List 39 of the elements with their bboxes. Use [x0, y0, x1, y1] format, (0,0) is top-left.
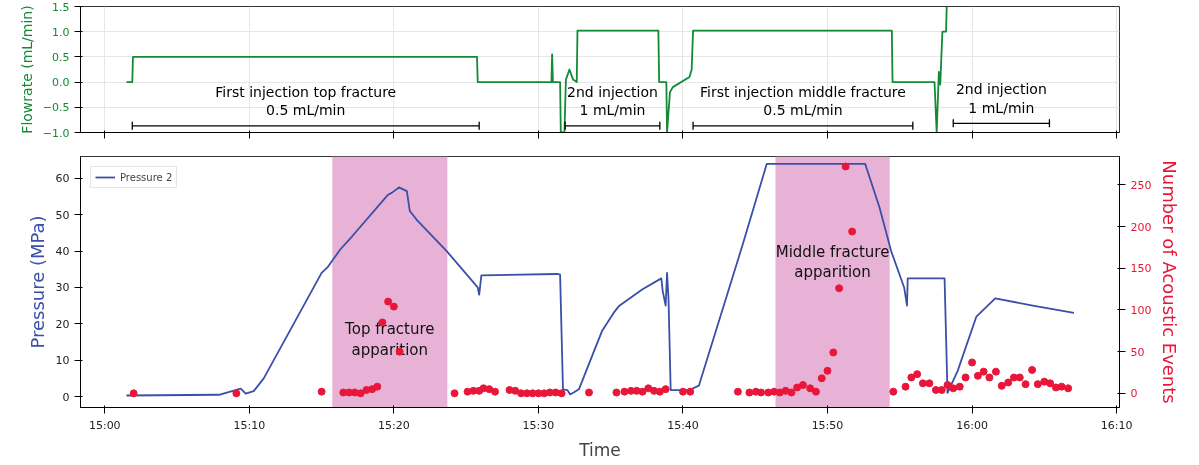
y-tick-label: 1.5 — [52, 0, 70, 14]
band-label: Middle fracture apparition — [775, 242, 890, 282]
y-axis-title: Flowrate (mL/min) — [18, 5, 35, 134]
series-label: 2nd injection 1 mL/min — [567, 83, 658, 119]
y2-tick-label: 50 — [1130, 345, 1145, 359]
x-axis-title: Time — [578, 439, 621, 460]
x-tick-label: 15:50 — [811, 418, 844, 432]
y-axis-title: Pressure (MPa) — [26, 215, 48, 349]
y2-tick-label: 0 — [1130, 387, 1138, 401]
x-tick-label: 15:20 — [378, 418, 410, 432]
series-label: First injection top fracture 0.5 mL/min — [215, 83, 397, 119]
y-tick-label: 10 — [55, 354, 70, 368]
y-tick-label: 0 — [62, 390, 70, 404]
x-tick-label: 15:30 — [522, 418, 555, 432]
legend-label: Pressure 2 — [120, 171, 173, 183]
y2-axis-title: Number of Acoustic Events — [1159, 160, 1181, 404]
y-tick-label: 50 — [55, 208, 70, 222]
y-tick-label: 40 — [55, 245, 70, 259]
y2-tick-label: 200 — [1130, 220, 1152, 234]
series-label: First injection middle fracture 0.5 mL/min — [700, 83, 906, 119]
x-tick-label: 16:10 — [1100, 418, 1133, 432]
y-tick-label: 0.5 — [52, 50, 70, 64]
line-series — [125, 6, 948, 133]
y-tick-label: 1.0 — [52, 25, 70, 39]
y-tick-label: −0.5 — [42, 101, 70, 115]
x-tick-label: 16:00 — [956, 418, 988, 432]
band-label: Top fracture apparition — [344, 320, 435, 360]
y2-tick-label: 150 — [1130, 262, 1152, 276]
y2-tick-label: 250 — [1130, 178, 1152, 192]
y-tick-label: −1.0 — [42, 126, 70, 140]
x-tick-label: 15:40 — [667, 418, 699, 432]
y2-tick-label: 100 — [1130, 303, 1152, 317]
y-tick-label: 60 — [55, 172, 70, 186]
x-tick-label: 15:10 — [233, 418, 266, 432]
y-tick-label: 30 — [55, 281, 70, 295]
series-label: 2nd injection 1 mL/min — [955, 81, 1047, 116]
x-tick-label: 15:00 — [88, 418, 121, 432]
y-tick-label: 0.0 — [52, 76, 70, 90]
y-tick-label: 20 — [55, 317, 70, 331]
